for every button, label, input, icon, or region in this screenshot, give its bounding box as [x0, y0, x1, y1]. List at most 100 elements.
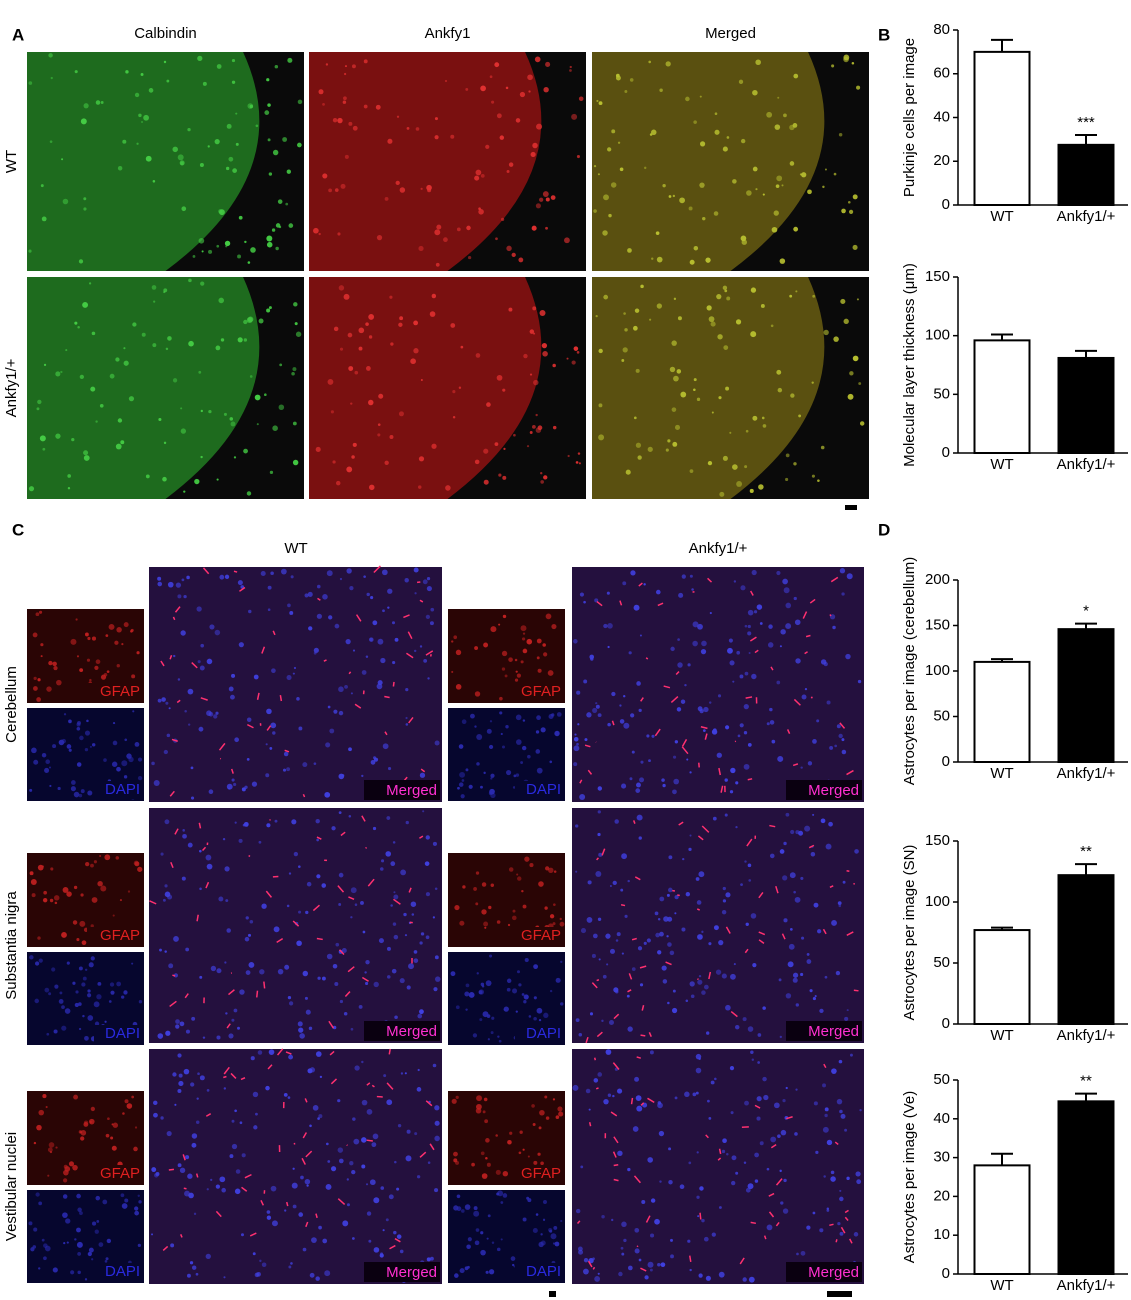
- cell: [731, 1155, 737, 1161]
- astrocyte: [316, 937, 323, 941]
- cell: [413, 950, 418, 954]
- astrocyte: [344, 991, 351, 997]
- cell: [779, 1169, 782, 1173]
- cell: [769, 707, 773, 712]
- cell: [297, 99, 303, 105]
- cell: [174, 1103, 177, 1106]
- cell: [224, 866, 230, 872]
- cell: [548, 867, 554, 874]
- cell: [165, 1030, 171, 1036]
- cell: [837, 901, 842, 906]
- cell: [243, 821, 249, 827]
- cell: [577, 723, 580, 726]
- cell: [609, 885, 612, 888]
- bar: [1057, 143, 1115, 206]
- cell: [434, 1135, 440, 1142]
- cell: [288, 1265, 292, 1269]
- cell: [410, 358, 416, 365]
- cell: [859, 421, 865, 426]
- cell: [361, 1060, 364, 1064]
- cell: [621, 1221, 627, 1228]
- cell: [186, 575, 190, 580]
- cell: [769, 853, 775, 859]
- cell: [219, 1176, 226, 1183]
- cell: [697, 623, 703, 630]
- cell: [213, 714, 218, 719]
- cell: [404, 578, 409, 583]
- cell: [485, 1270, 489, 1274]
- cell: [685, 892, 691, 897]
- cell: [859, 1108, 862, 1112]
- cell: [766, 111, 773, 118]
- cell: [726, 136, 730, 139]
- cell: [83, 197, 87, 201]
- cell: [434, 1120, 440, 1126]
- cell: [666, 935, 669, 938]
- cell: [93, 860, 97, 864]
- cell: [612, 880, 617, 886]
- cell: [36, 697, 42, 702]
- astrocyte: [681, 746, 689, 755]
- cell: [787, 961, 794, 968]
- cell: [377, 638, 384, 645]
- cell: [742, 1277, 747, 1282]
- cell: [583, 1258, 589, 1263]
- cell: [157, 1033, 164, 1039]
- cell: [625, 469, 631, 475]
- cell: [231, 80, 236, 84]
- cell: [97, 981, 102, 986]
- label-box: [94, 781, 142, 799]
- cell: [854, 849, 859, 854]
- cell: [513, 774, 517, 778]
- cell: [747, 1183, 754, 1190]
- cell: [811, 474, 815, 478]
- cell: [480, 1231, 484, 1235]
- astrocyte: [758, 931, 766, 936]
- cell: [422, 810, 425, 813]
- cell: [417, 1013, 423, 1019]
- cell: [454, 904, 460, 911]
- channel-label: DAPI: [105, 781, 140, 798]
- cell: [249, 919, 254, 924]
- cell: [179, 1021, 185, 1027]
- cell: [579, 794, 586, 800]
- astrocyte: [588, 1121, 592, 1127]
- cell: [526, 1196, 530, 1200]
- cell: [730, 767, 736, 774]
- cell: [270, 571, 274, 576]
- cell: [247, 103, 254, 109]
- cell: [575, 1208, 581, 1214]
- cell: [290, 575, 294, 579]
- cell: [601, 1019, 604, 1023]
- cell: [91, 636, 97, 641]
- channel-label: GFAP: [521, 927, 561, 944]
- cell: [761, 416, 765, 420]
- cell: [231, 673, 236, 678]
- astrocyte: [330, 1078, 338, 1085]
- cell: [693, 120, 697, 124]
- cell: [824, 1107, 829, 1112]
- cell: [549, 760, 553, 764]
- cell: [415, 127, 420, 131]
- cell: [348, 815, 352, 818]
- label-box: [508, 927, 563, 945]
- cell: [240, 1233, 244, 1237]
- cell: [432, 1063, 437, 1068]
- cell: [696, 397, 701, 402]
- cell: [485, 1156, 488, 1160]
- cell: [105, 1257, 109, 1261]
- cell: [579, 592, 585, 597]
- cell: [639, 983, 644, 987]
- cell: [393, 891, 396, 894]
- cell: [575, 870, 578, 873]
- cell: [785, 453, 790, 458]
- cell: [191, 1142, 197, 1148]
- cell: [197, 55, 203, 62]
- cell: [405, 1155, 412, 1162]
- cell: [102, 1199, 108, 1205]
- cell: [637, 455, 642, 460]
- cell: [539, 1109, 545, 1116]
- cell: [757, 1061, 760, 1064]
- cell: [390, 342, 394, 346]
- cell: [585, 1088, 591, 1094]
